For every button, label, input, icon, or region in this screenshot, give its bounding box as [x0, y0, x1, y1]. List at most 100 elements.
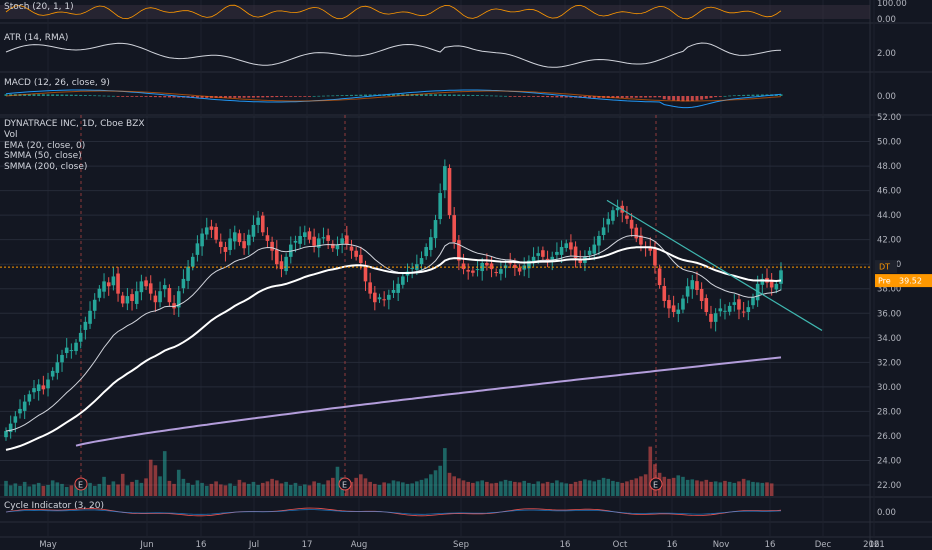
volume-bar [288, 484, 293, 496]
volume-bar [676, 475, 681, 496]
volume-bar [186, 482, 190, 496]
macd-histogram-bar [27, 94, 31, 96]
volume-bar [573, 481, 578, 496]
macd-histogram-bar [494, 95, 498, 97]
volume-bar [125, 485, 130, 496]
volume-bar [27, 486, 32, 496]
volume-bar [120, 473, 125, 496]
macd-histogram-bar [279, 96, 283, 97]
candle-body [387, 294, 391, 300]
candle-body [251, 224, 256, 237]
candle-body [64, 347, 69, 354]
volume-bar [597, 479, 601, 496]
volume-bar [200, 482, 204, 496]
macd-histogram-bar [518, 96, 522, 97]
macd-histogram-bar [522, 96, 526, 97]
candle-body [340, 238, 344, 244]
candle-body [447, 168, 452, 216]
volume-bar [139, 482, 144, 496]
volume-bar [354, 477, 358, 496]
macd-histogram-bar [298, 96, 302, 97]
volume-bar [685, 479, 690, 496]
macd-histogram-bar [448, 94, 452, 96]
volume-bar [634, 478, 639, 496]
volume-bar [312, 481, 316, 496]
time-axis-label: Aug [351, 540, 368, 550]
candle-body [200, 233, 204, 247]
volume-bar [620, 482, 625, 496]
candle-body [657, 268, 662, 286]
macd-histogram-bar [462, 94, 466, 96]
volume-bar [46, 484, 50, 496]
volume-bar [699, 481, 704, 496]
candle-body [232, 232, 237, 242]
volume-bar [298, 485, 302, 496]
macd-histogram-bar [672, 96, 676, 101]
macd-histogram-bar [265, 96, 269, 98]
time-axis-label: 16 [765, 540, 776, 550]
volume-bar [485, 481, 489, 496]
macd-histogram-bar [121, 96, 125, 97]
price-tick-label: 32.00 [877, 358, 901, 368]
volume-bar [102, 476, 106, 496]
volume-bar [32, 484, 36, 496]
candle-body [317, 238, 321, 248]
volume-bar [648, 446, 653, 496]
macd-histogram-bar [219, 96, 223, 98]
candle-body [461, 263, 466, 270]
volume-bar [134, 479, 139, 496]
candle-body [536, 253, 541, 256]
volume-bar [144, 478, 148, 496]
time-axis-label: 17 [302, 540, 313, 550]
volume-bar [452, 476, 456, 496]
macd-histogram-bar [195, 96, 199, 98]
price-tick-label: 42.00 [877, 236, 901, 246]
volume-bar [522, 480, 527, 496]
volume-bar [377, 484, 382, 496]
volume-bar [494, 482, 499, 496]
macd-histogram-bar [340, 95, 344, 96]
candle-body [485, 262, 489, 266]
macd-histogram-bar [760, 94, 764, 96]
macd-histogram-bar [270, 96, 274, 98]
volume-bar [713, 481, 718, 496]
volume-bar [727, 481, 732, 496]
volume-bar [587, 480, 592, 496]
candle-body [4, 431, 8, 438]
candle-body [475, 269, 480, 271]
candle-body [144, 280, 148, 287]
macd-histogram-bar [79, 94, 83, 96]
volume-bar [284, 481, 288, 496]
volume-bar [260, 482, 265, 496]
candle-body [438, 193, 442, 220]
volume-bar [18, 485, 22, 496]
macd-histogram-bar [307, 96, 311, 97]
volume-bar [167, 480, 172, 496]
volume-bar [60, 483, 64, 496]
volume-bar [228, 483, 232, 496]
macd-histogram-bar [653, 96, 657, 98]
macd-histogram-bar [392, 94, 395, 96]
candle-body [401, 276, 405, 285]
macd-histogram-bar [499, 95, 503, 97]
macd-histogram-bar [480, 95, 484, 97]
macd-histogram-bar [452, 94, 456, 96]
candle-body [662, 286, 667, 301]
price-tick-label: 36.00 [877, 309, 901, 319]
candle-body [209, 226, 214, 230]
macd-histogram-bar [144, 96, 148, 97]
candle-body [732, 302, 737, 305]
stoch-tick-top: 100.00 [877, 0, 907, 9]
macd-histogram-bar [541, 96, 545, 98]
volume-bar [601, 477, 606, 496]
candle-body [769, 279, 774, 288]
volume-bar [246, 483, 251, 496]
cycle-signal-line [5, 509, 782, 515]
legend-smma50: SMMA (50, close) [4, 151, 82, 162]
volume-bar [550, 482, 555, 496]
candle-body [373, 292, 377, 303]
volume-bar [368, 481, 372, 496]
candle-body [713, 313, 718, 322]
macd-histogram-bar [737, 95, 741, 96]
